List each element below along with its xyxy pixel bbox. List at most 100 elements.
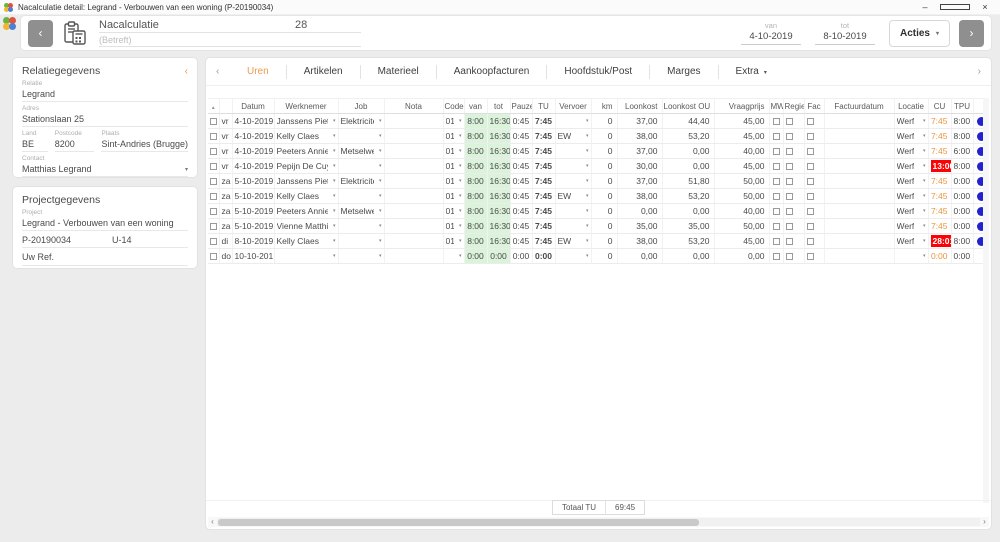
cell-mw[interactable] [769, 158, 784, 174]
col-header-regie[interactable]: Regie [783, 98, 805, 114]
cell-loonkost[interactable]: 38,00 [617, 233, 663, 249]
cell-werknemer-select[interactable]: Kelly Claes ▾ [274, 233, 339, 249]
cell-select[interactable] [208, 188, 220, 204]
tabs-scroll-right[interactable]: › [977, 66, 981, 77]
cell-select[interactable] [208, 113, 220, 129]
col-header-datum[interactable]: Datum [232, 98, 275, 114]
cell-vervoer-select[interactable]: ▾ [555, 173, 592, 189]
cell-mw[interactable] [769, 173, 784, 189]
mw-checkbox[interactable] [772, 253, 780, 261]
cell-loonkost-ou[interactable]: 51,80 [662, 173, 715, 189]
cell-van[interactable]: 8:00 [464, 158, 488, 174]
fac-checkbox[interactable] [806, 133, 814, 141]
cell-tot[interactable]: 16:30 [487, 113, 511, 129]
cell-vraagprijs[interactable]: 45,00 [714, 128, 770, 144]
scrollbar-thumb[interactable] [218, 518, 699, 526]
cell-loonkost-ou[interactable]: 0,00 [662, 203, 715, 219]
col-header-werknemer[interactable]: Werknemer [274, 98, 339, 114]
cell-loonkost[interactable]: 35,00 [617, 218, 663, 234]
cell-vervoer-select[interactable]: ▾ [555, 143, 592, 159]
cell-km[interactable]: 0 [591, 173, 618, 189]
cell-km[interactable]: 0 [591, 248, 618, 264]
cell-tot[interactable]: 16:30 [487, 188, 511, 204]
cell-fac[interactable] [804, 218, 825, 234]
cell-code-select[interactable]: 01▾ [443, 218, 465, 234]
cell-tot[interactable]: 16:30 [487, 173, 511, 189]
cell-regie[interactable] [783, 233, 805, 249]
cell-vervoer-select[interactable]: ▾ [555, 203, 592, 219]
regie-checkbox[interactable] [785, 193, 793, 201]
cell-km[interactable]: 0 [591, 233, 618, 249]
cell-loonkost[interactable]: 38,00 [617, 128, 663, 144]
close-button[interactable]: × [982, 2, 988, 12]
cell-select[interactable] [208, 248, 220, 264]
cell-fac[interactable] [804, 188, 825, 204]
cell-werknemer-select[interactable]: Vienne Matthia ▾ [274, 218, 339, 234]
mw-checkbox[interactable] [772, 178, 780, 186]
cell-datum[interactable]: 5-10-2019 [232, 188, 275, 204]
cell-vervoer-select[interactable]: EW ▾ [555, 233, 592, 249]
cell-tot[interactable]: 0:00 [487, 248, 511, 264]
cell-vraagprijs[interactable]: 40,00 [714, 203, 770, 219]
cell-locatie-select[interactable]: Werf ▾ [894, 128, 929, 144]
cell-vervoer-select[interactable]: EW ▾ [555, 188, 592, 204]
cell-job-select[interactable]: Elektricitei▾ [338, 173, 385, 189]
tab-hoofdstuk-post[interactable]: Hoofdstuk/Post▾ [546, 64, 649, 79]
cell-pauze[interactable]: 0:45 [510, 143, 533, 159]
cell-job-select[interactable]: ▾ [338, 158, 385, 174]
regie-checkbox[interactable] [785, 118, 793, 126]
row-select-checkbox[interactable] [210, 178, 217, 186]
cell-mw[interactable] [769, 188, 784, 204]
forward-button[interactable]: › [959, 19, 984, 47]
col-header-mw[interactable]: MW [769, 98, 784, 114]
cell-select[interactable] [208, 203, 220, 219]
cell-pauze[interactable]: 0:45 [510, 173, 533, 189]
cell-werknemer-select[interactable]: Kelly Claes ▾ [274, 188, 339, 204]
cell-code-select[interactable]: 01▾ [443, 143, 465, 159]
cell-nota[interactable] [384, 248, 444, 264]
cell-pauze[interactable]: 0:45 [510, 158, 533, 174]
regie-checkbox[interactable] [785, 238, 793, 246]
cell-van[interactable]: 8:00 [464, 113, 488, 129]
row-select-checkbox[interactable] [210, 193, 217, 201]
regie-checkbox[interactable] [785, 208, 793, 216]
col-header-vraagprijs[interactable]: Vraagprijs [714, 98, 770, 114]
row-select-checkbox[interactable] [210, 208, 217, 216]
cell-code-select[interactable]: 01▾ [443, 158, 465, 174]
cell-select[interactable] [208, 218, 220, 234]
cell-van[interactable]: 8:00 [464, 143, 488, 159]
mw-checkbox[interactable] [772, 208, 780, 216]
cell-locatie-select[interactable]: Werf ▾ [894, 218, 929, 234]
cell-factuurdatum[interactable] [824, 113, 895, 129]
cell-van[interactable]: 0:00 [464, 248, 488, 264]
cell-factuurdatum[interactable] [824, 233, 895, 249]
cell-nota[interactable] [384, 218, 444, 234]
cell-tot[interactable]: 16:30 [487, 203, 511, 219]
cell-km[interactable]: 0 [591, 143, 618, 159]
col-header-factuurdatum[interactable]: Factuurdatum [824, 98, 895, 114]
cell-loonkost[interactable]: 37,00 [617, 173, 663, 189]
cell-datum[interactable]: 5-10-2019 [232, 218, 275, 234]
cell-vervoer-select[interactable]: ▾ [555, 218, 592, 234]
cell-vervoer-select[interactable]: EW ▾ [555, 128, 592, 144]
cell-loonkost-ou[interactable]: 44,40 [662, 113, 715, 129]
cell-vervoer-select[interactable]: ▾ [555, 158, 592, 174]
cell-km[interactable]: 0 [591, 113, 618, 129]
row-select-checkbox[interactable] [210, 148, 217, 156]
cell-vraagprijs[interactable]: 50,00 [714, 188, 770, 204]
cell-mw[interactable] [769, 233, 784, 249]
cell-regie[interactable] [783, 218, 805, 234]
cell-factuurdatum[interactable] [824, 128, 895, 144]
cell-regie[interactable] [783, 113, 805, 129]
cell-locatie-select[interactable]: ▾ [894, 248, 929, 264]
restore-button[interactable] [940, 2, 970, 12]
uw-ref-field[interactable]: Uw Ref. [22, 250, 188, 266]
tab-marges[interactable]: Marges▾ [649, 64, 717, 79]
cell-factuurdatum[interactable] [824, 218, 895, 234]
col-header-locatie[interactable]: Locatie [894, 98, 929, 114]
cell-vervoer-select[interactable]: ▾ [555, 113, 592, 129]
cell-mw[interactable] [769, 218, 784, 234]
cell-locatie-select[interactable]: Werf ▾ [894, 143, 929, 159]
cell-loonkost[interactable]: 30,00 [617, 158, 663, 174]
col-header-van[interactable]: van [464, 98, 488, 114]
